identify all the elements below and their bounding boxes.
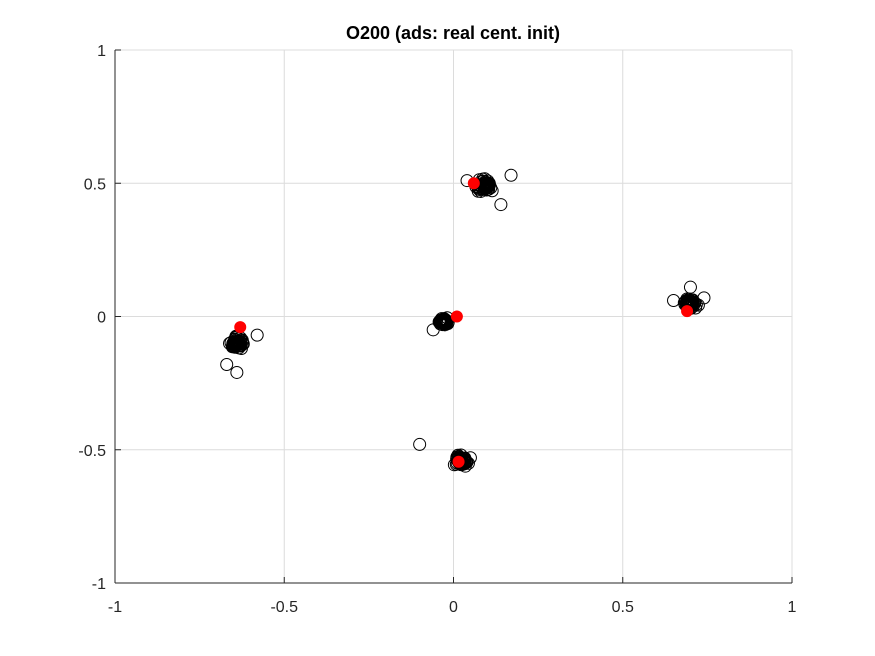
sample-point [667, 294, 681, 308]
sample-point [220, 357, 234, 371]
y-tick-label: 0.5 [84, 176, 106, 193]
centroid-point [467, 177, 480, 190]
chart-title: O200 (ads: real cent. init) [346, 23, 560, 43]
sample-point [494, 198, 508, 212]
sample-point [478, 172, 492, 186]
x-tick-label: 0.5 [612, 599, 634, 616]
sample-point [480, 179, 494, 193]
y-tick-label: -0.5 [78, 443, 106, 460]
sample-point [433, 315, 447, 329]
x-tick-label: 1 [788, 599, 797, 616]
sample-point [697, 291, 711, 305]
sample-point [227, 335, 241, 349]
sample-point [504, 168, 518, 182]
x-tick-label: -0.5 [270, 599, 298, 616]
x-tick-label: 0 [449, 599, 458, 616]
sample-point [250, 328, 264, 342]
sample-point [426, 323, 440, 337]
sample-point [413, 437, 427, 451]
sample-point [436, 314, 450, 328]
sample-point [683, 280, 697, 294]
x-tick-label: -1 [108, 599, 122, 616]
centroid-point [681, 305, 694, 318]
data-points [220, 168, 711, 473]
sample-point [463, 451, 477, 465]
axes [114, 49, 793, 584]
centroid-point [452, 455, 465, 468]
y-tick-label: -1 [92, 576, 106, 593]
sample-point [230, 365, 244, 379]
tick-labels: -1 -0.5 0 0.5 1 -1 -0.5 0 0.5 1 [78, 43, 796, 616]
sample-point [689, 298, 703, 312]
centroid-point [234, 321, 247, 334]
y-tick-label: 1 [97, 43, 106, 60]
centroid-point [450, 310, 463, 323]
sample-point [473, 183, 487, 197]
y-tick-label: 0 [97, 310, 106, 327]
